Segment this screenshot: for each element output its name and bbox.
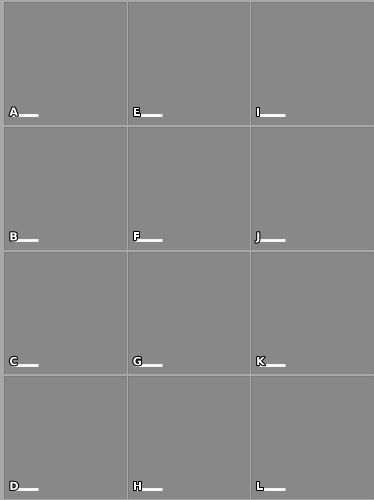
Text: H: H — [133, 482, 142, 492]
Text: G: G — [133, 357, 142, 367]
Text: A: A — [9, 108, 18, 118]
Text: K: K — [256, 357, 265, 367]
Text: L: L — [256, 482, 263, 492]
Text: E: E — [133, 108, 140, 118]
Text: C: C — [9, 357, 18, 367]
Text: B: B — [9, 232, 18, 242]
Text: I: I — [256, 108, 260, 118]
Text: F: F — [133, 232, 140, 242]
Text: D: D — [9, 482, 19, 492]
Text: J: J — [256, 232, 260, 242]
